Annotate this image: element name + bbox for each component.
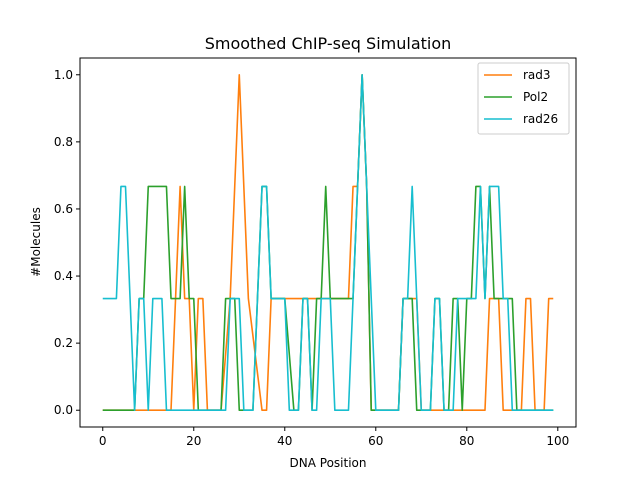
- x-axis-title: DNA Position: [290, 456, 367, 470]
- y-tick-label: 0.8: [54, 135, 73, 149]
- x-tick-label: 0: [99, 434, 107, 448]
- x-tick-label: 40: [277, 434, 292, 448]
- x-axis: 0 20 40 60 80 100: [99, 427, 569, 448]
- plot-area: [79, 57, 577, 428]
- y-axis: 0.0 0.2 0.4 0.6 0.8 1.0: [54, 68, 80, 417]
- y-tick-label: 0.0: [54, 403, 73, 417]
- legend-label-rad26: rad26: [523, 112, 558, 126]
- legend-box: [477, 62, 570, 135]
- x-tick-label: 20: [186, 434, 201, 448]
- x-tick-label: 80: [459, 434, 474, 448]
- legend: rad3 Pol2 rad26: [477, 62, 570, 135]
- y-tick-label: 0.2: [54, 336, 73, 350]
- plot-frame: [79, 57, 577, 428]
- y-tick-label: 0.6: [54, 202, 73, 216]
- y-tick-label: 0.4: [54, 269, 73, 283]
- x-tick-label: 60: [368, 434, 383, 448]
- series-line-rad26: [102, 73, 554, 412]
- y-tick-label: 1.0: [54, 68, 73, 82]
- legend-label-rad3: rad3: [523, 68, 551, 82]
- y-axis-title: #Molecules: [29, 207, 43, 277]
- x-tick-label: 100: [546, 434, 569, 448]
- chart-title: Smoothed ChIP-seq Simulation: [205, 34, 452, 53]
- legend-label-pol2: Pol2: [523, 90, 548, 104]
- series-layer: [102, 73, 554, 412]
